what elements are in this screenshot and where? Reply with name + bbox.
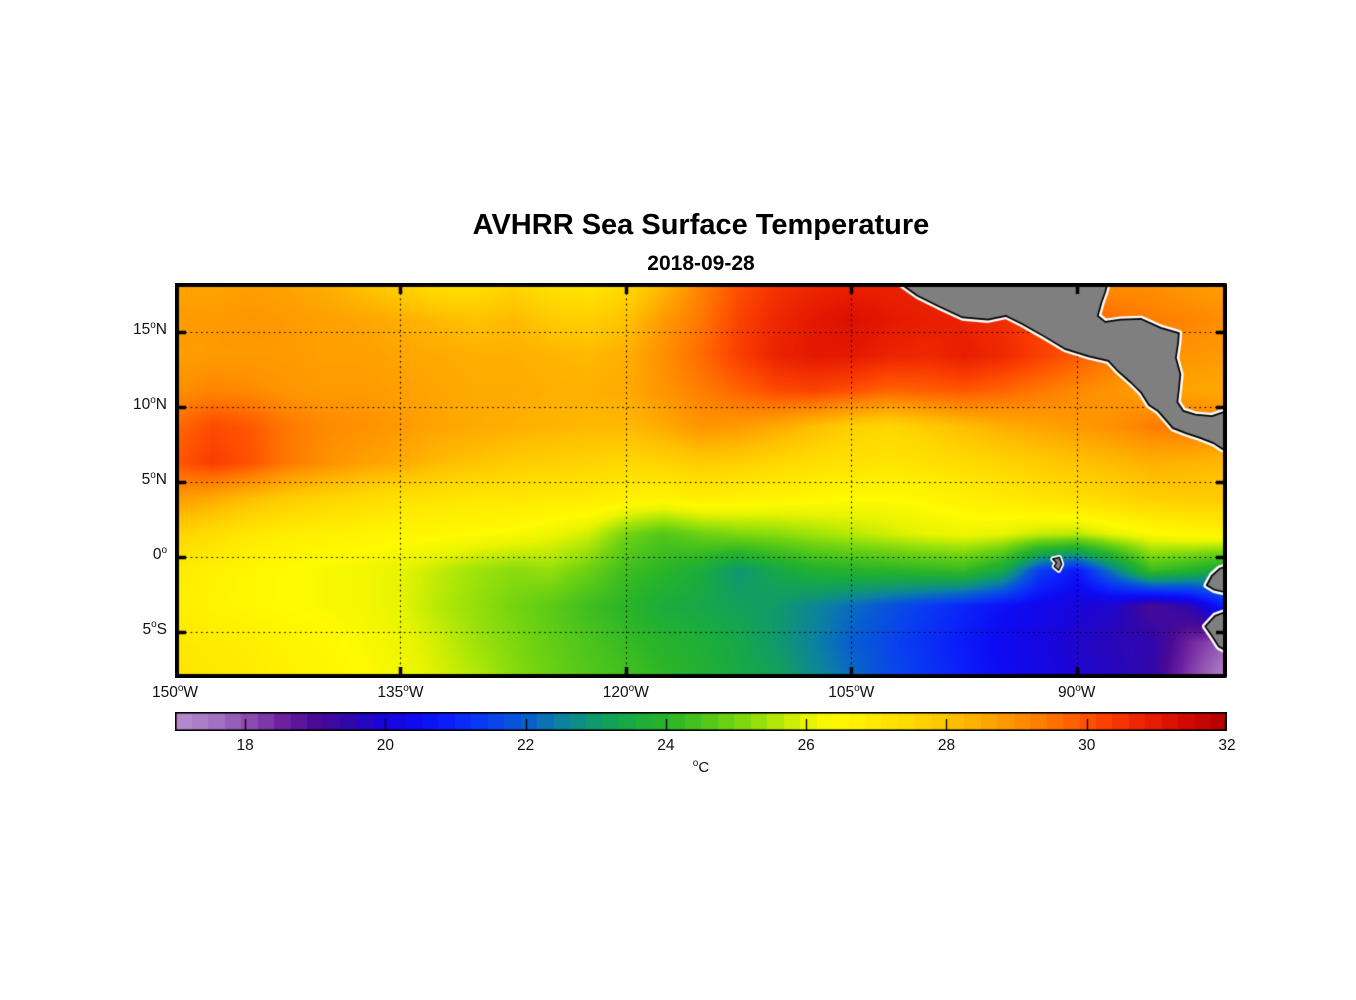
sst-map-canvas	[175, 283, 1227, 678]
y-tick-label: 15oN	[132, 320, 167, 339]
colorbar-tick-label: 32	[1218, 737, 1236, 754]
colorbar-tick-label: 24	[657, 737, 675, 754]
y-tick-label: 0o	[152, 544, 167, 563]
x-tick-label: 150oW	[151, 682, 199, 701]
y-tick-label: 5oS	[142, 619, 167, 638]
x-tick-label: 120oW	[602, 682, 649, 701]
colorbar-canvas	[175, 712, 1227, 731]
colorbar-tick-label: 18	[236, 737, 254, 754]
colorbar-tick-label: 22	[517, 737, 535, 754]
page-title: AVHRR Sea Surface Temperature	[472, 209, 930, 241]
colorbar-tick-label: 20	[376, 737, 395, 754]
degree-symbol: o	[692, 758, 699, 769]
colorbar-unit-label: oC	[641, 758, 761, 777]
date-subtitle: 2018-09-28	[647, 252, 755, 275]
colorbar-tick-label: 26	[797, 737, 815, 754]
unit-letter: C	[698, 759, 710, 776]
x-tick-label: 105oW	[828, 682, 875, 701]
colorbar-tick-label: 28	[937, 737, 956, 754]
colorbar-tick-label: 30	[1078, 737, 1096, 754]
y-tick-label: 10oN	[132, 395, 167, 414]
x-tick-label: 135oW	[377, 682, 424, 701]
x-tick-label: 90oW	[1057, 682, 1096, 701]
y-tick-label: 5oN	[141, 469, 167, 488]
